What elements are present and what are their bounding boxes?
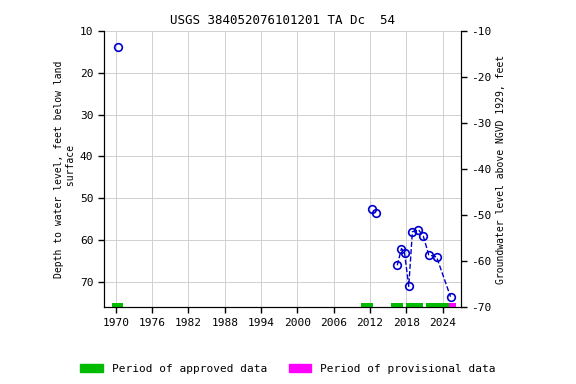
Bar	[449, 303, 456, 308]
Bar	[426, 303, 449, 308]
Title: USGS 384052076101201 TA Dc  54: USGS 384052076101201 TA Dc 54	[170, 14, 395, 27]
Legend: Period of approved data, Period of provisional data: Period of approved data, Period of provi…	[76, 359, 500, 379]
Bar	[406, 303, 423, 308]
Bar	[391, 303, 403, 308]
Y-axis label: Groundwater level above NGVD 1929, feet: Groundwater level above NGVD 1929, feet	[495, 55, 506, 283]
Y-axis label: Depth to water level, feet below land
 surface: Depth to water level, feet below land su…	[54, 60, 75, 278]
Bar	[112, 303, 123, 308]
Bar	[361, 303, 373, 308]
